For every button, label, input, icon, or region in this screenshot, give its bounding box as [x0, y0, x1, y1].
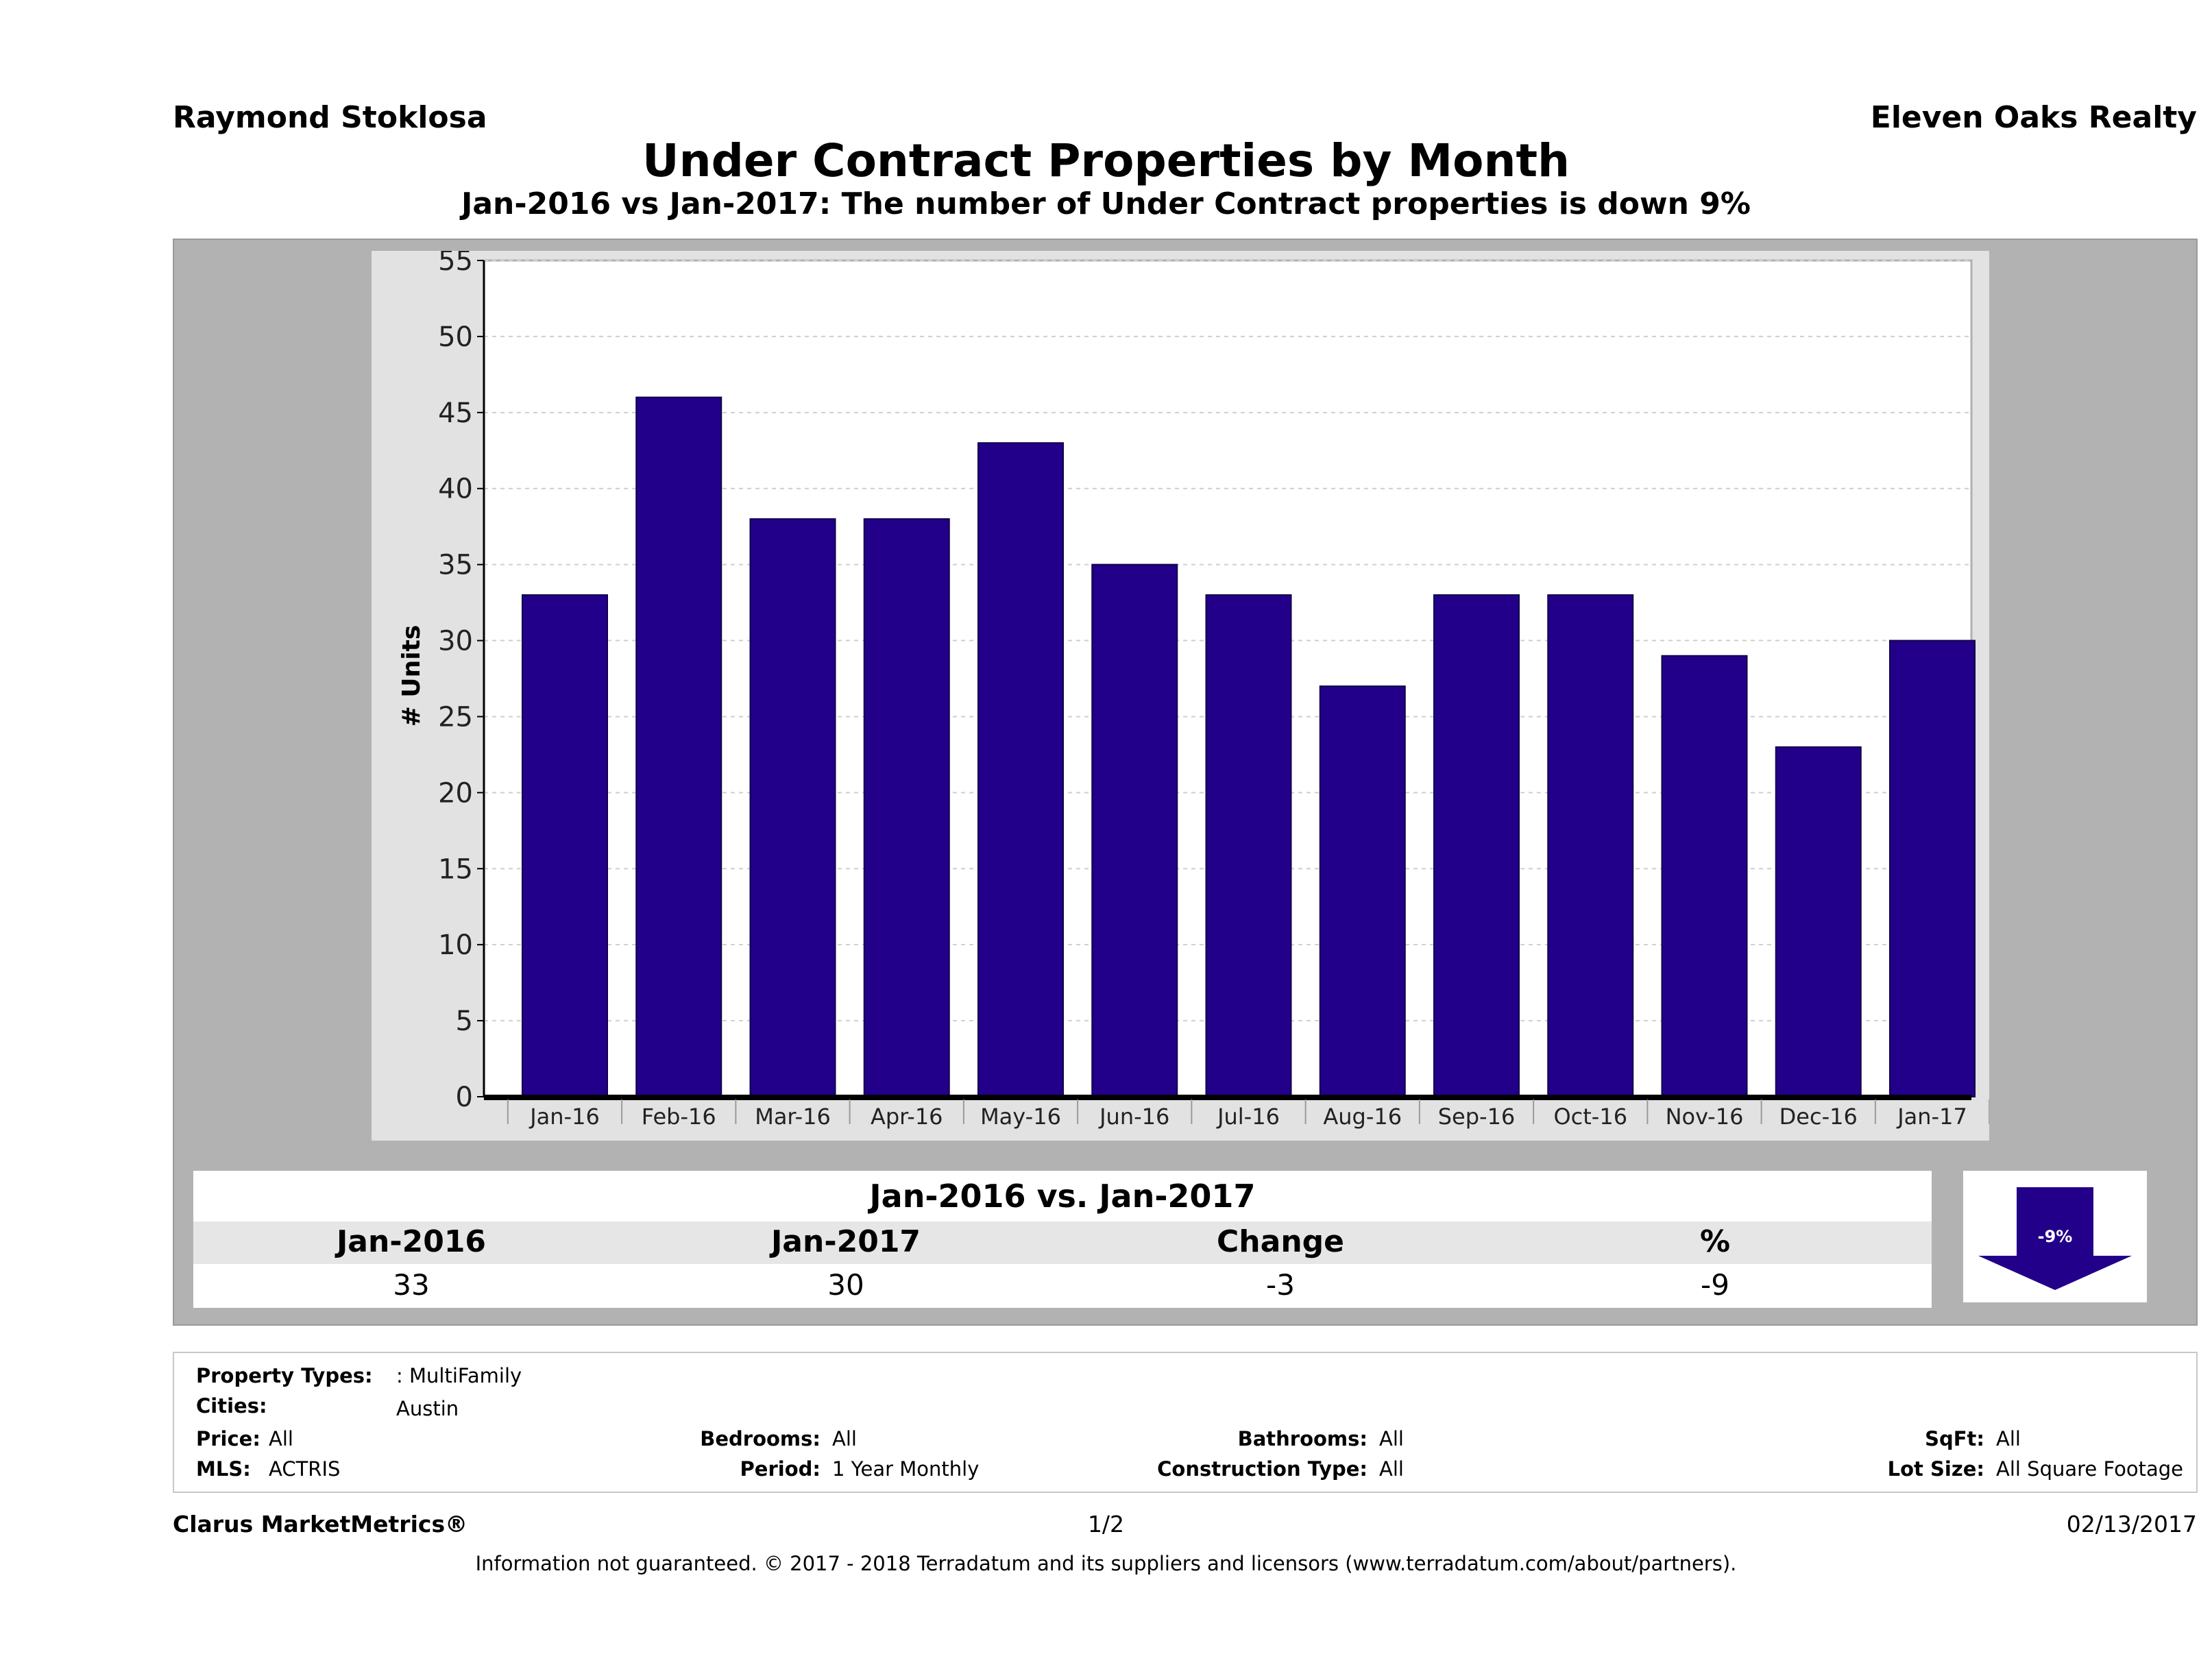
y-tick-label: 25: [438, 701, 473, 733]
x-tick-label: Jan-16: [528, 1104, 600, 1130]
cities-label: Cities:: [196, 1394, 267, 1418]
bar-sep-16: [1433, 594, 1520, 1097]
x-tick-labels: Jan-16 Feb-16 Mar-16 Apr-16 May-16 Jun-16 Jul-…: [507, 1099, 1989, 1130]
y-tick-label: 30: [438, 626, 473, 657]
page-subtitle: Jan-2016 vs Jan-2017: The number of Unde…: [461, 186, 1751, 221]
x-tick-label: Sep-16: [1438, 1104, 1516, 1130]
bar-may-16: [977, 442, 1064, 1097]
summary-value-curr: 30: [827, 1268, 864, 1302]
x-tick-label: May-16: [980, 1104, 1061, 1130]
y-tick-label: 35: [438, 550, 473, 581]
bar-jan-16: [522, 594, 608, 1097]
summary-header-curr: Jan-2017: [770, 1224, 921, 1259]
summary-value-change: -3: [1266, 1268, 1295, 1302]
y-tick-label: 50: [438, 321, 473, 353]
bar-jul-16: [1205, 594, 1292, 1097]
summary-title: Jan-2016 vs. Jan-2017: [869, 1178, 1256, 1215]
bedrooms-label: Bedrooms:: [700, 1427, 821, 1450]
summary-header-percent: %: [1699, 1224, 1731, 1259]
bars: [522, 396, 1976, 1098]
criteria-box: [173, 1352, 2198, 1493]
bar-aug-16: [1319, 685, 1406, 1097]
y-tick-label: 10: [438, 929, 473, 961]
page-title: Under Contract Properties by Month: [642, 134, 1570, 187]
lot-size-value: All Square Footage: [1996, 1457, 2184, 1481]
y-tick-label: 0: [456, 1082, 473, 1113]
bathrooms-value: All: [1379, 1427, 1404, 1450]
y-axis-label: # Units: [398, 625, 426, 727]
axes: [483, 260, 1971, 1100]
agent-name: Raymond Stoklosa: [173, 100, 487, 135]
sqft-label: SqFt:: [1925, 1427, 1984, 1450]
down-arrow-shape: [1978, 1187, 2132, 1290]
disclaimer: Information not guaranteed. © 2017 - 201…: [475, 1552, 1737, 1575]
summary-value-percent: -9: [1701, 1268, 1729, 1302]
y-tick-label: 20: [438, 777, 473, 809]
summary-value-band: [193, 1265, 1932, 1304]
cities-value: Austin: [396, 1397, 459, 1420]
price-label: Price:: [196, 1427, 260, 1450]
page-number: 1/2: [1087, 1511, 1125, 1537]
x-tick-label: Jul-16: [1216, 1104, 1280, 1130]
summary-header-prev: Jan-2016: [336, 1224, 487, 1259]
bedrooms-value: All: [832, 1427, 857, 1450]
summary-value-prev: 33: [393, 1268, 430, 1302]
bar-mar-16: [749, 518, 836, 1098]
bar-apr-16: [863, 518, 950, 1098]
property-types-label: Property Types:: [196, 1364, 373, 1387]
period-label: Period:: [740, 1457, 821, 1481]
property-types-value: : MultiFamily: [396, 1364, 522, 1387]
x-tick-label: Apr-16: [871, 1104, 943, 1130]
y-tick-label: 15: [438, 853, 473, 885]
y-tick-label: 40: [438, 474, 473, 505]
bar-dec-16: [1775, 746, 1862, 1097]
price-value: All: [269, 1427, 293, 1450]
down-arrow-icon: -9%: [1978, 1187, 2132, 1290]
bar-feb-16: [635, 396, 722, 1098]
summary-title-band: [193, 1174, 1932, 1219]
company-name: Eleven Oaks Realty: [1870, 100, 2197, 135]
mls-value: ACTRIS: [269, 1457, 341, 1481]
bar-chart: 0 5 10 15 20 25 30 35 40 45 50 55 Jan-16 Feb-16 Mar-1…: [398, 251, 1989, 1130]
bathrooms-label: Bathrooms:: [1237, 1427, 1368, 1450]
x-tick-label: Oct-16: [1553, 1104, 1627, 1130]
x-tick-label: Nov-16: [1666, 1104, 1744, 1130]
mls-label: MLS:: [196, 1457, 251, 1481]
bar-oct-16: [1547, 594, 1634, 1097]
summary-header-change: Change: [1217, 1224, 1344, 1259]
construction-type-label: Construction Type:: [1157, 1457, 1368, 1481]
bar-jun-16: [1091, 563, 1178, 1097]
period-value: 1 Year Monthly: [832, 1457, 980, 1481]
x-tick-label: Feb-16: [642, 1104, 716, 1130]
construction-type-value: All: [1379, 1457, 1404, 1481]
sqft-value: All: [1996, 1427, 2021, 1450]
report-date: 02/13/2017: [2066, 1511, 2197, 1537]
x-tick-label: Jan-17: [1896, 1104, 1967, 1130]
lot-size-label: Lot Size:: [1887, 1457, 1984, 1481]
bar-nov-16: [1661, 655, 1748, 1097]
y-tick-labels: 0 5 10 15 20 25 30 35 40 45 50 55: [438, 251, 484, 1113]
bar-jan-17: [1889, 640, 1976, 1097]
x-tick-label: Mar-16: [755, 1104, 831, 1130]
x-tick-label: Aug-16: [1323, 1104, 1402, 1130]
brand-name: Clarus MarketMetrics®: [173, 1511, 468, 1537]
y-tick-label: 45: [438, 398, 473, 429]
x-tick-label: Dec-16: [1779, 1104, 1858, 1130]
y-tick-label: 5: [456, 1006, 473, 1037]
badge-label: -9%: [2038, 1227, 2073, 1246]
x-tick-label: Jun-16: [1098, 1104, 1169, 1130]
summary-header-band: [193, 1221, 1932, 1264]
y-tick-label: 55: [438, 251, 473, 277]
